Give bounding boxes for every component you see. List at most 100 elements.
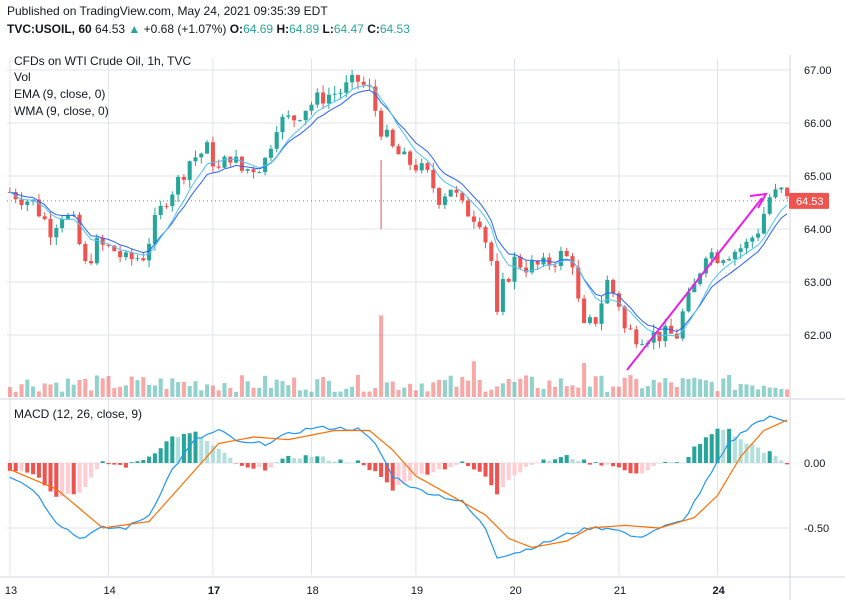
macd-histogram-bar	[77, 463, 82, 493]
candle-body	[390, 129, 395, 147]
volume-bar	[25, 379, 30, 397]
published-note: Published on TradingView.com, May 24, 20…	[7, 4, 328, 18]
candle	[483, 225, 488, 249]
candle-body	[419, 163, 424, 171]
candle-body	[83, 244, 88, 262]
candle-body	[216, 166, 221, 168]
candle-body	[454, 189, 459, 193]
volume-bar	[738, 383, 743, 397]
volume-bar	[379, 315, 384, 397]
candle-body	[512, 256, 517, 282]
volume-bar	[715, 391, 720, 397]
candle	[529, 255, 534, 275]
macd-histogram-bar	[268, 463, 273, 468]
macd-histogram-bar	[216, 449, 221, 463]
macd-histogram-bar	[611, 463, 616, 467]
volume-bar	[611, 386, 616, 397]
candle	[228, 156, 233, 167]
volume-bar	[42, 383, 47, 397]
candle-body	[112, 245, 117, 252]
macd-histogram-bar	[402, 463, 407, 484]
macd-histogram-bar	[332, 461, 337, 463]
volume-bar	[599, 375, 604, 397]
macd-histogram-bar	[779, 460, 784, 463]
candle	[564, 247, 569, 257]
candle	[419, 158, 424, 174]
candle	[309, 101, 314, 116]
candle-body	[222, 156, 227, 168]
volume-bar	[338, 391, 343, 397]
volume-bar	[164, 389, 169, 397]
volume-bar	[94, 375, 99, 397]
candle-body	[413, 164, 418, 171]
candle	[593, 316, 598, 327]
macd-histogram-bar	[210, 445, 215, 463]
moving-averages	[7, 84, 790, 371]
volume-bar	[413, 390, 418, 397]
candle-body	[89, 261, 94, 264]
volume-bar	[152, 385, 157, 397]
candle	[756, 228, 761, 242]
macd-histogram-bar	[616, 463, 621, 468]
candle-body	[19, 199, 24, 206]
volume-bar	[170, 378, 175, 397]
candle-body	[425, 163, 430, 170]
candle-body	[268, 148, 273, 158]
volume-bar	[112, 388, 117, 397]
macd-histogram-bar	[750, 444, 755, 463]
volume-bar	[767, 387, 772, 397]
volume-bar	[228, 387, 233, 397]
macd-histogram-bar	[118, 463, 123, 465]
volume-bar	[361, 391, 366, 397]
candle	[251, 166, 256, 179]
volume-bar	[529, 376, 534, 397]
volume-bar	[83, 378, 88, 397]
candle	[448, 189, 453, 198]
volume-bar	[651, 379, 656, 397]
macd-histogram-bar	[553, 459, 558, 463]
volume-bar	[744, 384, 749, 397]
candle	[715, 249, 720, 264]
volume-bar	[756, 389, 761, 397]
macd-histogram-bar	[135, 461, 140, 463]
candle	[326, 87, 331, 109]
candle-body	[605, 279, 610, 304]
candle	[36, 194, 41, 218]
macd-histogram-bar	[147, 456, 152, 463]
macd-histogram-bar	[36, 463, 41, 478]
candle-body	[205, 142, 210, 154]
candle	[42, 212, 47, 221]
volume-bar	[326, 380, 331, 397]
macd-histogram-bar	[756, 447, 761, 463]
volume-bar	[147, 384, 152, 397]
legend-wma: WMA (9, close, 0)	[14, 104, 109, 118]
volume-bar	[297, 390, 302, 397]
candle-body	[402, 151, 407, 155]
volume-bar	[373, 388, 378, 397]
volume-bar	[466, 380, 471, 397]
volume-bar	[60, 391, 65, 397]
macd-histogram-bar	[321, 456, 326, 463]
price-tick-label: 66.00	[804, 118, 832, 130]
candle	[147, 237, 152, 268]
macd-histogram-bar	[628, 463, 633, 474]
volume-bar	[315, 379, 320, 397]
candle-body	[164, 205, 169, 207]
candle	[245, 168, 250, 174]
candle-body	[518, 256, 523, 268]
candle-body	[558, 250, 563, 267]
macd-histogram-bar	[25, 463, 30, 473]
macd-histogram-bar	[344, 462, 349, 463]
high-value: 64.89	[289, 22, 320, 36]
volume-bar	[222, 383, 227, 397]
macd-histogram-bar	[94, 463, 99, 470]
price-tick-label: 64.00	[804, 224, 832, 236]
volume-bar	[500, 383, 505, 397]
candle	[657, 331, 662, 348]
macd-histogram-bar	[471, 463, 476, 470]
macd-histogram-bar	[408, 463, 413, 481]
volume-bar	[187, 386, 192, 397]
volume-bar	[593, 376, 598, 397]
candle-body	[129, 252, 134, 260]
